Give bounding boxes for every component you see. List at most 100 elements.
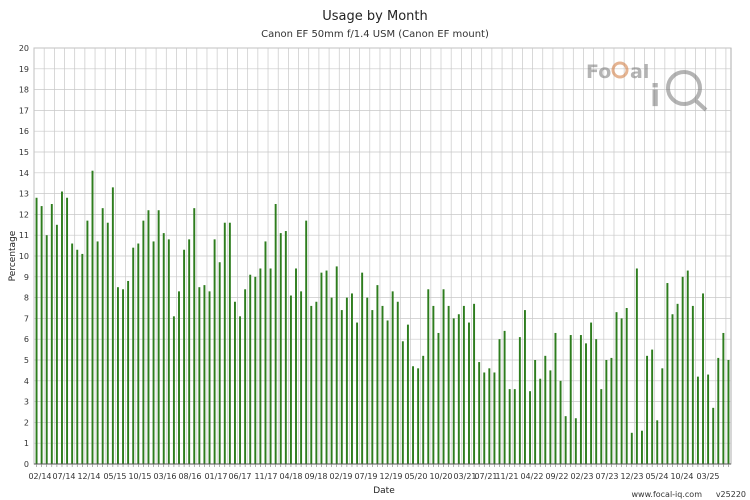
- bar: [259, 268, 262, 464]
- bar: [422, 355, 425, 464]
- bar: [427, 289, 430, 464]
- x-tick-label: 07/19: [354, 472, 377, 481]
- bar: [345, 297, 348, 464]
- bar: [239, 316, 242, 464]
- x-tick-label: 05/15: [103, 472, 126, 481]
- bar: [76, 249, 79, 464]
- x-tick-label: 10/20: [429, 472, 452, 481]
- chart-subtitle: Canon EF 50mm f/1.4 USM (Canon EF mount): [261, 29, 489, 40]
- bar: [61, 191, 63, 464]
- bar: [178, 291, 180, 464]
- x-axis-ticks: 02/14 07/14 12/14 05/15 10/15 03/16 08/16 01/17…: [28, 463, 731, 481]
- bar: [518, 337, 521, 464]
- bar: [468, 322, 470, 464]
- x-tick-label: 03/16: [153, 472, 176, 481]
- bar: [539, 378, 542, 464]
- y-tick-label: 12: [19, 210, 29, 219]
- bar: [442, 289, 445, 464]
- bar: [488, 368, 491, 464]
- bar: [91, 170, 94, 464]
- bar: [142, 220, 145, 464]
- bar: [340, 310, 343, 464]
- bar: [717, 357, 720, 464]
- x-tick-label: 06/17: [228, 472, 251, 481]
- bar: [462, 305, 465, 464]
- y-tick-label: 14: [19, 169, 29, 178]
- bar: [686, 270, 689, 464]
- bar: [295, 268, 297, 464]
- bar: [249, 274, 252, 464]
- bar: [116, 287, 119, 464]
- bar: [641, 430, 643, 464]
- bars: [35, 170, 730, 465]
- bar: [615, 312, 618, 464]
- bar: [147, 210, 150, 464]
- bar: [376, 285, 379, 464]
- y-tick-label: 13: [19, 190, 29, 199]
- x-tick-label: 12/23: [620, 472, 643, 481]
- bar: [630, 432, 633, 464]
- bar: [478, 362, 481, 464]
- bar: [661, 368, 664, 464]
- bar: [137, 243, 140, 464]
- grid: [33, 47, 732, 465]
- bar: [157, 210, 160, 464]
- bar: [432, 305, 435, 464]
- bar: [722, 332, 725, 464]
- bar: [35, 197, 38, 464]
- bar: [81, 253, 84, 464]
- bar: [213, 239, 216, 464]
- bar: [162, 233, 165, 464]
- bar: [264, 241, 267, 464]
- x-tick-label: 12/19: [379, 472, 402, 481]
- bar: [457, 314, 460, 464]
- bar: [595, 339, 598, 464]
- bar: [284, 231, 287, 464]
- bar: [483, 372, 486, 464]
- bar: [132, 247, 135, 464]
- bar: [228, 222, 231, 464]
- bar: [498, 339, 501, 464]
- x-tick-label: 12/14: [77, 472, 100, 481]
- bar: [66, 197, 69, 464]
- bar: [401, 341, 404, 464]
- bar: [579, 335, 582, 464]
- x-tick-label: 09/22: [545, 472, 568, 481]
- bar: [600, 389, 603, 464]
- bar: [544, 355, 547, 464]
- x-tick-label: 07/14: [52, 472, 75, 481]
- x-tick-label: 04/22: [520, 472, 543, 481]
- bar: [244, 289, 247, 464]
- bar: [534, 360, 537, 464]
- bar: [656, 420, 659, 464]
- bar: [386, 320, 389, 464]
- y-tick-label: 18: [19, 86, 29, 95]
- bar: [666, 283, 669, 464]
- bar: [676, 303, 679, 464]
- bar: [96, 241, 99, 464]
- x-tick-label: 11/17: [254, 472, 277, 481]
- bar: [55, 224, 58, 464]
- bar: [152, 241, 155, 464]
- bar: [188, 239, 191, 464]
- bar: [208, 291, 211, 464]
- bar: [325, 270, 328, 464]
- x-tick-label: 03/25: [696, 472, 719, 481]
- x-tick-label: 02/19: [329, 472, 352, 481]
- bar: [473, 303, 476, 464]
- bar: [289, 295, 292, 464]
- x-axis-label: Date: [373, 486, 395, 496]
- bar: [513, 389, 516, 464]
- x-tick-label: 07/21: [474, 472, 497, 481]
- bar: [320, 272, 323, 464]
- y-tick-label: 19: [19, 65, 29, 74]
- bar: [554, 332, 557, 464]
- x-tick-label: 05/20: [404, 472, 427, 481]
- bar: [610, 357, 613, 464]
- bar: [86, 220, 89, 464]
- bar: [101, 208, 104, 464]
- bar: [590, 322, 593, 464]
- bar: [412, 366, 414, 464]
- bar: [335, 266, 338, 464]
